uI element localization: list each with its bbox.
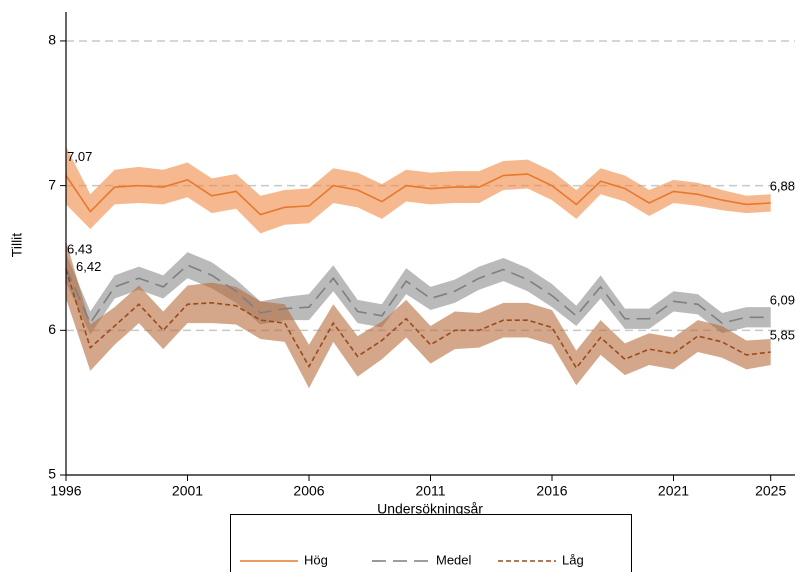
x-tick-label: 1996	[50, 483, 81, 499]
data-label: 6,43	[67, 242, 92, 257]
confidence-band	[66, 240, 771, 389]
x-tick-label: 2021	[658, 483, 689, 499]
legend-box	[230, 514, 632, 572]
y-axis-label: Tillit	[9, 233, 25, 257]
y-tick-label: 5	[48, 466, 56, 482]
data-label: 6,09	[770, 293, 795, 308]
legend-label: Hög	[304, 552, 328, 567]
x-tick-label: 2025	[755, 483, 786, 499]
data-label: 5,85	[770, 327, 795, 342]
legend-label: Medel	[436, 552, 472, 567]
y-tick-label: 7	[48, 176, 56, 192]
series-line	[65, 269, 771, 370]
data-label: 6,42	[76, 259, 101, 274]
series-line	[65, 264, 771, 325]
y-tick-label: 6	[48, 321, 56, 337]
data-label: 7,07	[67, 149, 92, 164]
legend-label: Låg	[562, 552, 584, 567]
confidence-band	[66, 252, 771, 335]
x-tick-label: 2016	[536, 483, 567, 499]
series-line	[65, 173, 771, 216]
x-tick-label: 2011	[415, 483, 445, 499]
data-label: 6,88	[770, 178, 795, 193]
x-tick-label: 2001	[172, 483, 203, 499]
x-tick-label: 2006	[293, 483, 324, 499]
y-tick-label: 8	[48, 32, 56, 48]
x-axis-label: Undersökningsår	[377, 501, 483, 517]
confidence-band	[66, 146, 771, 234]
